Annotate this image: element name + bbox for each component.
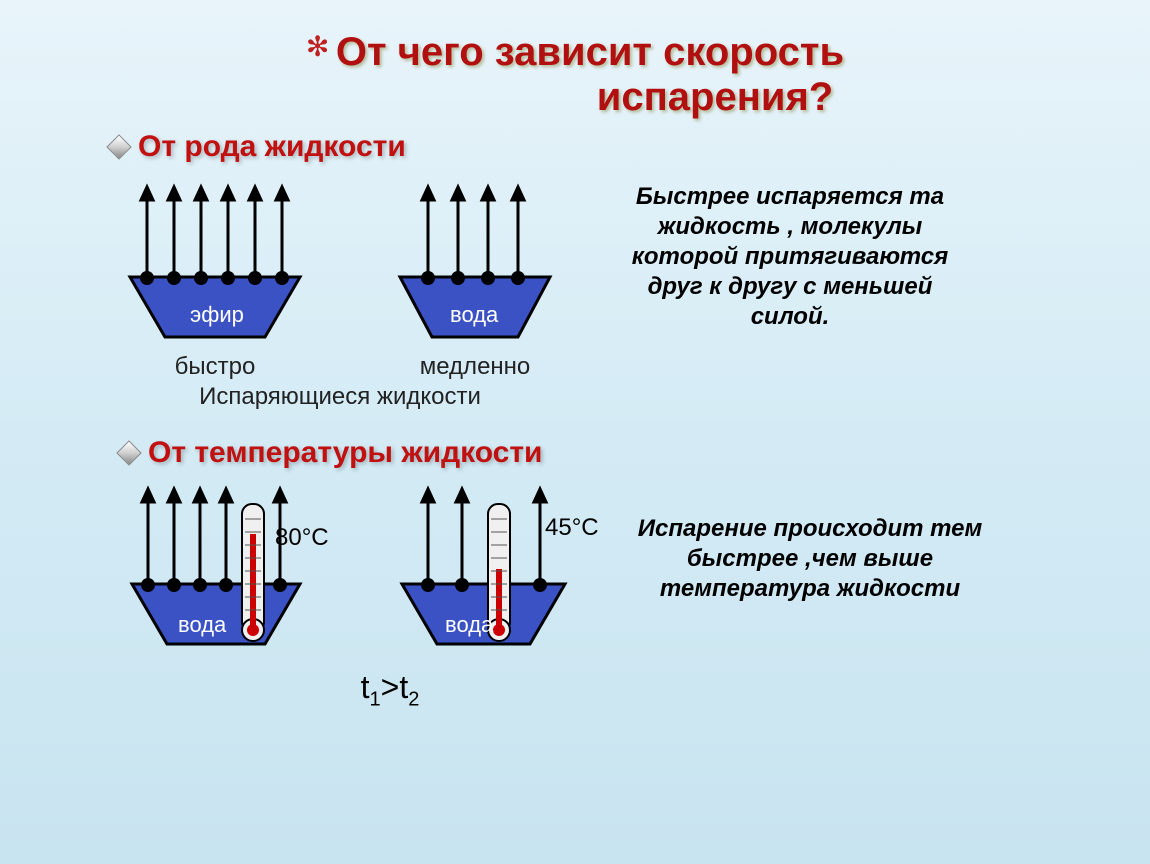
slide-title: ✻ От чего зависит скорость испарения?	[0, 0, 1150, 120]
vessel-cold-temp: 45°C	[545, 514, 599, 542]
vessel-hot-svg: вода	[120, 484, 320, 654]
vessel-ether-svg: эфир	[120, 182, 310, 342]
title-line2: испарения?	[597, 75, 833, 119]
section2-heading: От температуры жидкости	[120, 436, 1150, 470]
section1-heading-text: От рода жидкости	[138, 130, 406, 164]
formula: t1>t2	[361, 669, 420, 711]
section1-diagrams: эфир быстро	[120, 182, 560, 411]
vessel-cold: вода 45°C	[390, 484, 590, 659]
title-line1: От чего зависит скорость	[336, 30, 844, 74]
vessel-hot: вода 80°C	[120, 484, 320, 659]
section1-caption: Испаряющиеся жидкости	[199, 383, 481, 411]
vessel-water1-under: медленно	[420, 353, 531, 381]
vessel-ether-label: эфир	[190, 302, 244, 327]
vessel-hot-temp: 80°C	[275, 524, 329, 552]
diamond-bullet-icon-2	[116, 440, 141, 465]
section2-row: вода 80°C	[0, 484, 1150, 711]
vessel-water1-svg: вода	[390, 182, 560, 342]
vessel-hot-label: вода	[178, 612, 227, 637]
vessel-ether-under: быстро	[175, 353, 256, 381]
title-star-icon: ✻	[306, 31, 329, 62]
diamond-bullet-icon	[106, 134, 131, 159]
section1-row: эфир быстро	[0, 182, 1150, 411]
vessel-cold-label: вода	[445, 612, 494, 637]
section2-explanation: Испарение происходит тем быстрее ,чем вы…	[630, 514, 990, 604]
section2-diagrams: вода 80°C	[120, 484, 590, 711]
vessel-water1: вода медленно	[390, 182, 560, 381]
section1-explanation: Быстрее испаряется та жидкость , молекул…	[610, 182, 970, 332]
vessel-water1-label: вода	[450, 302, 499, 327]
vessel-ether: эфир быстро	[120, 182, 310, 381]
section1-heading: От рода жидкости	[110, 130, 1150, 164]
vessel-cold-svg: вода	[390, 484, 590, 654]
section2-heading-text: От температуры жидкости	[148, 436, 542, 470]
